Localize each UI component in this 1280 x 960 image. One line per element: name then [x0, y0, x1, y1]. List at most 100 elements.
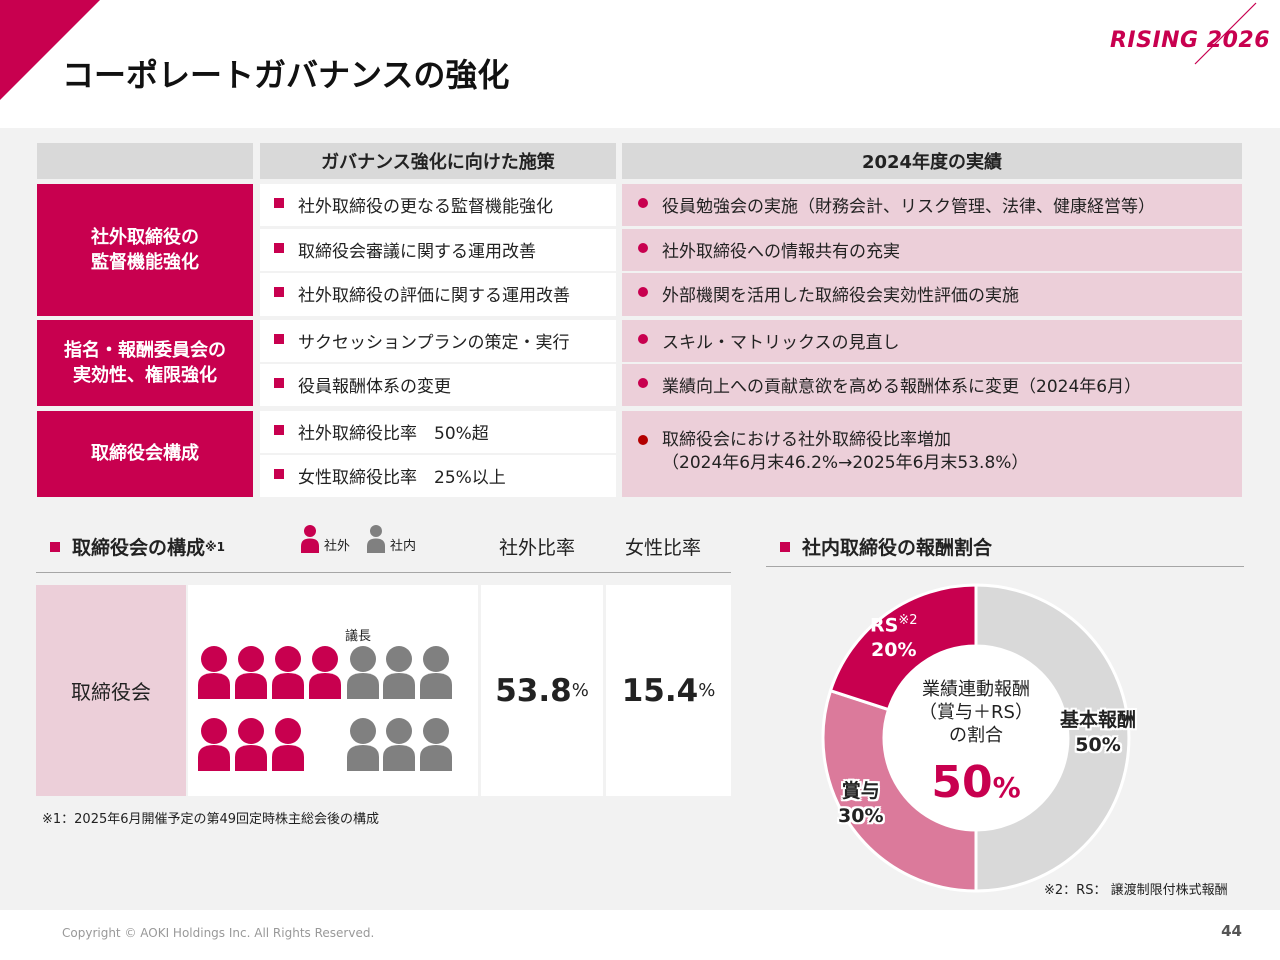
- board-row-label: 取締役会: [36, 585, 186, 796]
- slice-label-rs: RS※2 20%: [870, 613, 918, 662]
- inside-director-icon: [347, 718, 379, 771]
- female-ratio-box: 15.4%: [606, 585, 731, 796]
- result-item: 外部機関を活用した取締役会実効性評価の実施: [622, 273, 1242, 316]
- legend-outside: 社外: [300, 524, 350, 554]
- circle-bullet-icon: [638, 378, 648, 388]
- table-header-result: 2024年度の実績: [622, 143, 1242, 179]
- inside-director-icon: [347, 646, 379, 699]
- square-bullet-icon: [274, 334, 284, 344]
- female-ratio-value: 15.4: [621, 672, 699, 709]
- person-icon: [367, 525, 385, 553]
- outside-ratio-value: 53.8: [495, 672, 572, 709]
- outside-director-icon: [272, 646, 304, 699]
- policy-text: 社外取締役の評価に関する運用改善: [298, 286, 570, 306]
- circle-bullet-icon: [638, 287, 648, 297]
- result-item: スキル・マトリックスの見直し: [622, 320, 1242, 362]
- square-bullet-icon: [274, 469, 284, 479]
- result-text: スキル・マトリックスの見直し: [662, 333, 900, 353]
- row-header-label: 社外取締役の 監督機能強化: [91, 225, 199, 275]
- page-title: コーポレートガバナンスの強化: [62, 56, 510, 94]
- policy-item: 取締役会審議に関する運用改善: [260, 229, 616, 271]
- square-bullet-icon: [274, 243, 284, 253]
- rising-logo: RISING 2026: [1100, 0, 1280, 70]
- policy-item: 役員報酬体系の変更: [260, 364, 616, 406]
- logo-slash-icon: [1194, 2, 1257, 65]
- result-text: （2024年6月末46.2%→2025年6月末53.8%）: [662, 453, 1029, 473]
- slice-label-bonus: 賞与 30%: [838, 780, 884, 827]
- outside-ratio-box: 53.8%: [481, 585, 603, 796]
- inside-director-icon: [420, 718, 452, 771]
- center-line: （賞与＋RS）: [919, 702, 1033, 723]
- policy-text: 役員報酬体系の変更: [298, 377, 451, 397]
- circle-bullet-icon: [638, 198, 648, 208]
- square-bullet-icon: [50, 541, 60, 552]
- result-text-block: 取締役会における社外取締役比率増加 （2024年6月末46.2%→2025年6月末…: [662, 429, 1028, 475]
- table-header-blank: [37, 143, 253, 179]
- outside-director-icon: [198, 718, 230, 771]
- center-line: の割合: [949, 725, 1003, 746]
- result-item: 業績向上への貢献意欲を高める報酬体系に変更（2024年6月）: [622, 364, 1242, 406]
- circle-bullet-icon: [638, 435, 648, 445]
- row-header-2: 取締役会構成: [37, 411, 253, 497]
- outside-director-icon: [198, 646, 230, 699]
- policy-item: 社外取締役比率 50%超: [260, 411, 616, 453]
- person-icon: [301, 525, 319, 553]
- legend-inside: 社内: [366, 524, 416, 554]
- policy-text: 女性取締役比率 25%以上: [298, 468, 506, 488]
- compensation-footnote: ※2：RS： 譲渡制限付株式報酬: [1044, 883, 1228, 898]
- square-bullet-icon: [780, 541, 790, 552]
- result-item: 役員勉強会の実施（財務会計、リスク管理、法律、健康経営等）: [622, 184, 1242, 226]
- center-line: 業績連動報酬: [922, 679, 1030, 700]
- policy-text: サクセッションプランの策定・実行: [298, 333, 570, 353]
- outside-director-icon: [235, 646, 267, 699]
- row-header-line: 監督機能強化: [91, 252, 199, 273]
- row-header-line: 実効性、権限強化: [73, 365, 217, 386]
- compensation-section-title: 社内取締役の報酬割合: [780, 533, 992, 560]
- copyright: Copyright © AOKI Holdings Inc. All Right…: [62, 926, 375, 940]
- page-number: 44: [1221, 922, 1242, 940]
- center-value: 50%: [931, 757, 1021, 808]
- outside-director-icon: [272, 718, 304, 771]
- row-header-line: 取締役会構成: [91, 443, 199, 465]
- policy-item: 社外取締役の更なる監督機能強化: [260, 184, 616, 226]
- result-item: 取締役会における社外取締役比率増加 （2024年6月末46.2%→2025年6月末…: [622, 411, 1242, 497]
- slice-label-basic: 基本報酬 50%: [1060, 709, 1137, 756]
- board-members: [188, 585, 478, 796]
- result-text: 業績向上への貢献意欲を高める報酬体系に変更（2024年6月）: [662, 377, 1142, 397]
- header-label: 2024年度の実績: [861, 152, 1003, 173]
- policy-text: 社外取締役の更なる監督機能強化: [298, 197, 553, 217]
- inside-director-icon: [383, 718, 415, 771]
- corner-accent: [0, 0, 100, 100]
- row-header-line: 社外取締役の: [91, 226, 199, 248]
- result-item: 社外取締役への情報共有の充実: [622, 229, 1242, 271]
- square-bullet-icon: [274, 378, 284, 388]
- circle-bullet-icon: [638, 334, 648, 344]
- chair-label: 議長: [345, 629, 372, 644]
- board-section-title: 取締役会の構成 ※1: [50, 533, 225, 560]
- policy-text: 取締役会審議に関する運用改善: [298, 242, 536, 262]
- logo-text: RISING 2026: [1109, 28, 1270, 53]
- divider: [36, 572, 731, 573]
- result-text: 外部機関を活用した取締役会実効性評価の実施: [662, 286, 1019, 306]
- unit: %: [698, 680, 716, 701]
- donut-center-text: 業績連動報酬 （賞与＋RS） の割合 50%: [888, 678, 1064, 808]
- inside-director-icon: [420, 646, 452, 699]
- outside-director-icon: [309, 646, 341, 699]
- note-mark: ※1: [205, 539, 226, 554]
- result-text: 社外取締役への情報共有の充実: [662, 242, 900, 262]
- policy-item: 社外取締役の評価に関する運用改善: [260, 273, 616, 316]
- outside-director-icon: [235, 718, 267, 771]
- result-text: 役員勉強会の実施（財務会計、リスク管理、法律、健康経営等）: [662, 197, 1155, 217]
- divider: [766, 566, 1244, 567]
- square-bullet-icon: [274, 198, 284, 208]
- col-outside-ratio: 社外比率: [499, 537, 576, 559]
- policy-text: 社外取締役比率 50%超: [298, 424, 489, 444]
- board-footnote: ※1：2025年6月開催予定の第49回定時株主総会後の構成: [42, 812, 380, 827]
- policy-item: サクセッションプランの策定・実行: [260, 320, 616, 362]
- result-text: 取締役会における社外取締役比率増加: [662, 430, 951, 450]
- policy-item: 女性取締役比率 25%以上: [260, 455, 616, 497]
- header-label: ガバナンス強化に向けた施策: [321, 152, 555, 173]
- inside-director-icon: [383, 646, 415, 699]
- table-header-policy: ガバナンス強化に向けた施策: [260, 143, 616, 179]
- unit: %: [571, 680, 589, 701]
